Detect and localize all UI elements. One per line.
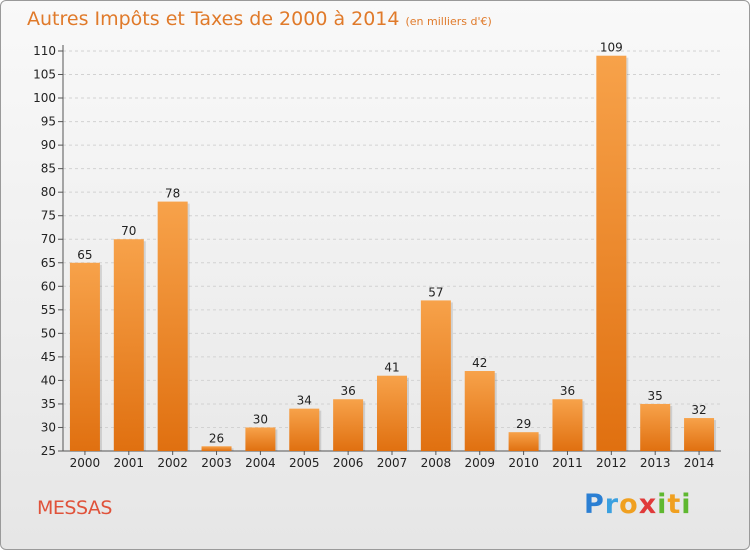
y-tick-label: 25 xyxy=(41,444,56,458)
x-tick-label: 2002 xyxy=(157,456,188,470)
bar xyxy=(113,239,144,451)
proxiti-logo: Proxiti xyxy=(584,489,692,520)
data-label: 65 xyxy=(77,248,92,262)
bar xyxy=(201,446,232,451)
bar xyxy=(596,55,627,452)
y-tick-label: 65 xyxy=(41,256,56,270)
bar xyxy=(245,427,276,451)
x-tick-label: 2009 xyxy=(464,456,495,470)
bar xyxy=(420,300,451,451)
y-tick-label: 70 xyxy=(41,232,56,246)
bar xyxy=(69,262,100,451)
x-tick-label: 2005 xyxy=(289,456,320,470)
y-tick-label: 60 xyxy=(41,279,56,293)
x-tick-label: 2012 xyxy=(596,456,627,470)
x-tick-label: 2004 xyxy=(245,456,276,470)
data-label: 36 xyxy=(340,384,355,398)
data-label: 70 xyxy=(121,224,136,238)
bar xyxy=(157,201,188,451)
bar xyxy=(684,418,715,451)
y-tick-label: 110 xyxy=(33,44,56,58)
bar xyxy=(552,399,583,451)
x-tick-label: 2007 xyxy=(377,456,408,470)
x-tick-label: 2003 xyxy=(201,456,232,470)
y-tick-label: 40 xyxy=(41,373,56,387)
y-tick-label: 95 xyxy=(41,115,56,129)
y-tick-label: 105 xyxy=(33,68,56,82)
y-tick-label: 35 xyxy=(41,397,56,411)
x-tick-label: 2013 xyxy=(640,456,671,470)
bar xyxy=(333,399,364,451)
x-tick-label: 2010 xyxy=(508,456,539,470)
bar xyxy=(289,408,320,451)
data-label: 34 xyxy=(297,394,312,408)
x-tick-label: 2000 xyxy=(70,456,101,470)
y-tick-label: 75 xyxy=(41,209,56,223)
data-label: 32 xyxy=(691,403,706,417)
chart-title-text: Autres Impôts et Taxes de 2000 à 2014 xyxy=(27,8,400,30)
y-tick-label: 80 xyxy=(41,185,56,199)
x-tick-label: 2014 xyxy=(684,456,715,470)
y-tick-label: 85 xyxy=(41,162,56,176)
y-tick-label: 30 xyxy=(41,420,56,434)
y-tick-label: 100 xyxy=(33,91,56,105)
y-tick-label: 50 xyxy=(41,326,56,340)
x-tick-label: 2006 xyxy=(333,456,364,470)
bar xyxy=(464,371,495,451)
data-label: 41 xyxy=(384,361,399,375)
data-label: 35 xyxy=(648,389,663,403)
y-tick-label: 90 xyxy=(41,138,56,152)
data-label: 109 xyxy=(600,41,623,55)
bar xyxy=(377,375,407,451)
data-label: 42 xyxy=(472,356,487,370)
y-tick-label: 55 xyxy=(41,303,56,317)
x-tick-label: 2001 xyxy=(114,456,145,470)
x-tick-label: 2011 xyxy=(552,456,583,470)
chart-unit-label: (en milliers d'€) xyxy=(405,15,492,28)
y-tick-label: 45 xyxy=(41,350,56,364)
bar xyxy=(640,403,671,451)
x-tick-label: 2008 xyxy=(421,456,452,470)
data-label: 57 xyxy=(428,285,443,299)
data-label: 29 xyxy=(516,417,531,431)
bar xyxy=(508,432,539,451)
data-label: 30 xyxy=(253,412,268,426)
chart-title: Autres Impôts et Taxes de 2000 à 2014 (en… xyxy=(27,8,492,30)
data-label: 26 xyxy=(209,431,224,445)
data-label: 36 xyxy=(560,384,575,398)
data-label: 78 xyxy=(165,187,180,201)
location-name: MESSAS xyxy=(37,497,112,519)
